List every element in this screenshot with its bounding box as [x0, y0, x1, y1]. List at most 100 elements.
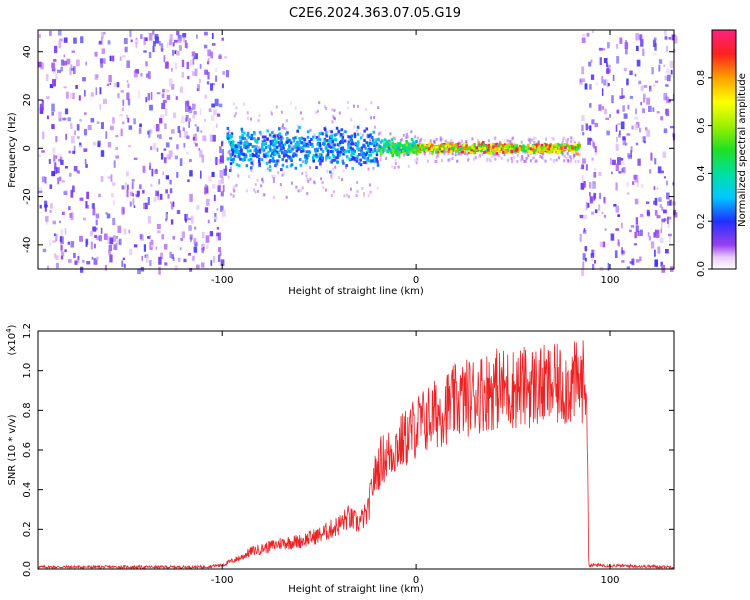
heatmap-cell: [279, 183, 282, 187]
heatmap-cell: [174, 155, 178, 160]
heatmap-cell: [399, 139, 402, 142]
heatmap-cell: [621, 88, 624, 96]
heatmap-cell: [169, 201, 173, 204]
heatmap-cell: [654, 259, 658, 267]
heatmap-cell: [41, 176, 46, 183]
colorbar-tick-label: 0.8: [696, 70, 707, 86]
heatmap-cell: [592, 249, 596, 257]
heatmap-cell: [359, 158, 362, 162]
heatmap-cell: [410, 137, 414, 141]
heatmap-cell: [52, 79, 56, 87]
heatmap-cell: [342, 169, 345, 173]
heatmap-cell: [665, 108, 670, 117]
heatmap-cell: [57, 69, 61, 73]
heatmap-cell: [302, 160, 305, 164]
heatmap-cell: [242, 102, 245, 106]
heatmap-cell: [382, 144, 386, 148]
heatmap-cell: [355, 159, 359, 163]
heatmap-cell: [394, 158, 397, 162]
heatmap-cell: [128, 145, 131, 148]
heatmap-cell: [321, 156, 324, 160]
heatmap-cell: [115, 235, 118, 239]
heatmap-cell: [249, 142, 252, 146]
heatmap-cell: [625, 142, 628, 146]
heatmap-cell: [624, 42, 629, 49]
heatmap-cell: [328, 156, 331, 160]
heatmap-cell: [337, 152, 340, 156]
heatmap-cell: [250, 168, 253, 172]
spectrogram-frame: [37, 29, 675, 270]
heatmap-cell: [167, 42, 169, 48]
heatmap-cell: [522, 151, 525, 155]
heatmap-cell: [234, 144, 237, 148]
heatmap-cell: [232, 194, 235, 198]
heatmap-cell: [52, 220, 56, 225]
heatmap-cell: [459, 153, 462, 156]
heatmap-cell: [435, 150, 438, 154]
heatmap-cell: [338, 176, 341, 179]
heatmap-cell: [362, 152, 365, 155]
heatmap-cell: [181, 115, 185, 124]
heatmap-cell: [663, 128, 668, 134]
heatmap-cell: [144, 202, 148, 210]
heatmap-cell: [270, 149, 273, 153]
heatmap-cell: [563, 143, 567, 146]
heatmap-cell: [127, 99, 131, 106]
heatmap-cell: [160, 43, 164, 51]
heatmap-cell: [76, 59, 80, 67]
heatmap-cell: [319, 162, 322, 166]
heatmap-cell: [68, 259, 72, 263]
snr-x-tick-label: -100: [211, 575, 234, 586]
heatmap-region-noise: [38, 30, 230, 275]
heatmap-cell: [653, 84, 656, 87]
heatmap-cell: [249, 149, 252, 153]
heatmap-cell: [465, 144, 468, 148]
heatmap-cell: [121, 260, 124, 267]
heatmap-cell: [636, 45, 639, 51]
heatmap-cell: [183, 131, 188, 138]
heatmap-cell: [513, 145, 516, 149]
heatmap-cell: [182, 37, 186, 43]
heatmap-cell: [626, 78, 629, 86]
heatmap-cell: [462, 146, 466, 150]
heatmap-cell: [185, 104, 189, 112]
heatmap-cell: [122, 55, 126, 58]
heatmap-cell: [221, 141, 224, 147]
heatmap-cell: [547, 150, 551, 154]
heatmap-cell: [321, 149, 325, 153]
heatmap-cell: [325, 144, 328, 147]
heatmap-cell: [582, 230, 587, 234]
heatmap-cell: [109, 55, 112, 62]
heatmap-cell: [459, 145, 463, 149]
heatmap-cell: [639, 127, 641, 133]
heatmap-cell: [347, 100, 350, 104]
heatmap-cell: [368, 183, 371, 187]
heatmap-cell: [112, 55, 115, 62]
heatmap-cell: [122, 121, 125, 125]
heatmap-cell: [211, 32, 214, 39]
heatmap-cell: [659, 204, 662, 208]
heatmap-cell: [665, 84, 669, 87]
heatmap-cell: [440, 147, 444, 151]
heatmap-cell: [398, 148, 402, 152]
heatmap-cell: [60, 229, 63, 238]
heatmap-cell: [232, 158, 235, 161]
heatmap-cell: [189, 159, 192, 163]
heatmap-cell: [456, 159, 459, 163]
spectrogram-x-tick-label: 0: [413, 275, 419, 286]
heatmap-cell: [102, 31, 106, 35]
heatmap-cell: [495, 152, 499, 156]
heatmap-cell: [307, 180, 310, 183]
heatmap-cell: [329, 170, 332, 174]
heatmap-cell: [108, 74, 112, 83]
heatmap-cell: [539, 154, 542, 158]
heatmap-cell: [192, 103, 196, 110]
heatmap-cell: [181, 71, 184, 78]
heatmap-cell: [654, 249, 656, 257]
heatmap-cell: [389, 150, 393, 154]
heatmap-cell: [63, 60, 68, 66]
heatmap-cell: [578, 153, 581, 156]
heatmap-cell: [54, 162, 57, 170]
heatmap-cell: [288, 150, 291, 154]
heatmap-cell: [258, 113, 261, 117]
